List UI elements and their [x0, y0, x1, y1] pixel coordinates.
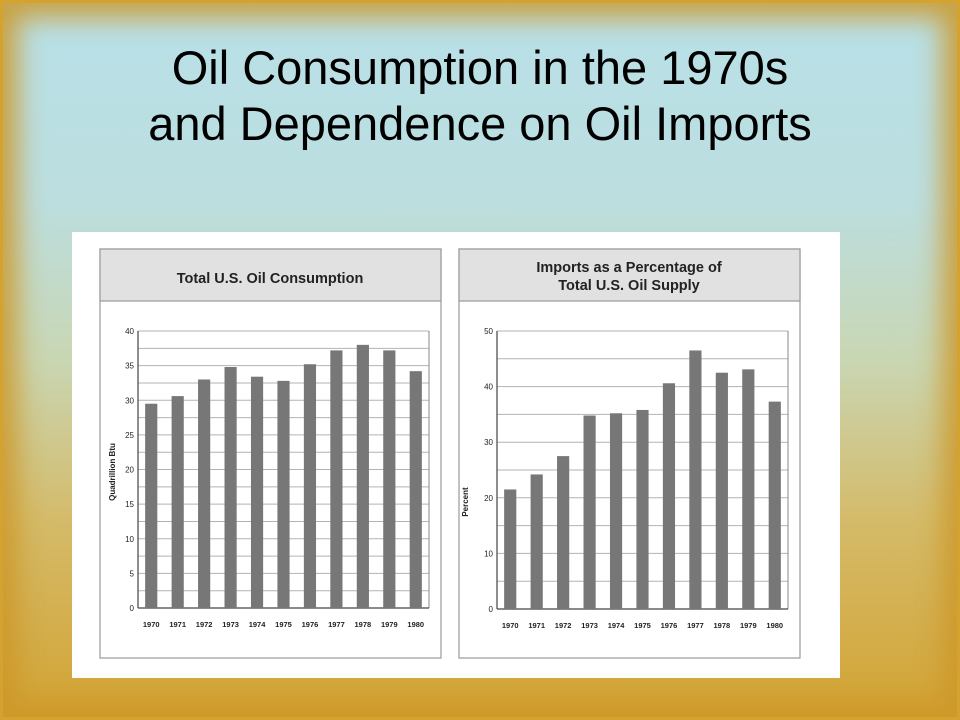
y-tick-label-consumption: 10 [125, 535, 134, 544]
y-tick-label-consumption: 15 [125, 500, 134, 509]
x-tick-label-consumption: 1976 [302, 620, 319, 629]
x-tick-label-imports: 1970 [502, 621, 519, 630]
bar-imports-1979 [742, 369, 755, 609]
y-tick-label-imports: 40 [484, 383, 493, 392]
chart-title-consumption: Total U.S. Oil Consumption [177, 271, 364, 287]
bar-imports-1974 [609, 413, 623, 609]
bar-imports-1973 [583, 415, 596, 609]
panel-header-imports [458, 248, 801, 302]
bar-imports-1972 [557, 456, 570, 609]
x-tick-label-consumption: 1980 [407, 620, 424, 629]
chart-figure: Total U.S. Oil Consumption Quadrillion B… [72, 232, 840, 678]
x-tick-label-imports: 1979 [740, 621, 757, 630]
plot-area-imports: 0 10 20 30 40 50 1970 1971 1972 1973 1974 1975 1976 1… [484, 327, 789, 630]
charts-svg: Total U.S. Oil Consumption Quadrillion B… [99, 248, 801, 659]
panel-header-consumption [99, 248, 442, 302]
y-axis-label-consumption: Quadrillion Btu [108, 443, 117, 501]
bar-consumption-1973 [224, 367, 237, 608]
slide-title-line-1: Oil Consumption in the 1970s [171, 41, 789, 94]
x-tick-label-imports: 1976 [661, 621, 678, 630]
y-tick-label-consumption: 20 [125, 466, 134, 475]
slide-title-line-2: and Dependence on Oil Imports [148, 97, 812, 150]
bar-consumption-1971 [171, 396, 184, 608]
x-tick-label-consumption: 1979 [381, 620, 398, 629]
y-tick-label-imports: 20 [484, 494, 493, 503]
bar-consumption-1976 [303, 364, 317, 608]
y-tick-label-consumption: 25 [125, 431, 134, 440]
x-tick-label-consumption: 1974 [249, 620, 267, 629]
y-tick-label-consumption: 5 [130, 569, 135, 578]
bar-consumption-1978 [356, 344, 369, 608]
y-tick-label-consumption: 0 [130, 604, 135, 613]
bar-consumption-1980 [409, 371, 422, 608]
y-tick-label-consumption: 35 [125, 362, 134, 371]
y-tick-label-consumption: 40 [125, 327, 134, 336]
plot-area-consumption: 0 5 10 15 20 25 30 35 40 1970 1971 1972 1973 1974 1975… [125, 327, 430, 629]
bar-consumption-1979 [383, 350, 396, 608]
x-tick-label-consumption: 1973 [222, 620, 239, 629]
y-tick-label-imports: 0 [489, 605, 494, 614]
x-tick-label-imports: 1977 [687, 621, 704, 630]
bar-consumption-1970 [145, 403, 158, 608]
x-tick-label-consumption: 1971 [169, 620, 186, 629]
x-tick-label-imports: 1971 [528, 621, 545, 630]
x-tick-label-imports: 1974 [608, 621, 626, 630]
bar-imports-1977 [689, 350, 702, 609]
chart-consumption: Total U.S. Oil Consumption Quadrillion B… [99, 248, 442, 659]
x-tick-label-imports: 1975 [634, 621, 651, 630]
chart-title-imports-line-1: Imports as a Percentage of [536, 260, 722, 276]
x-tick-label-imports: 1972 [555, 621, 572, 630]
bar-imports-1975 [636, 409, 649, 609]
bar-consumption-1975 [277, 380, 290, 608]
bar-imports-1976 [662, 383, 676, 609]
x-tick-label-consumption: 1970 [143, 620, 160, 629]
bar-imports-1980 [768, 401, 781, 609]
y-tick-label-imports: 30 [484, 438, 493, 447]
bar-imports-1971 [530, 474, 543, 609]
x-tick-label-imports: 1978 [714, 621, 731, 630]
bar-consumption-1977 [330, 350, 343, 608]
slide-title: Oil Consumption in the 1970s and Depende… [0, 40, 960, 152]
x-tick-label-consumption: 1978 [355, 620, 372, 629]
bar-imports-1978 [715, 372, 728, 609]
bar-consumption-1974 [250, 376, 264, 608]
chart-imports: Imports as a Percentage of Total U.S. Oi… [458, 248, 801, 659]
bar-imports-1970 [504, 489, 517, 609]
x-tick-label-consumption: 1977 [328, 620, 345, 629]
chart-title-imports-line-2: Total U.S. Oil Supply [558, 278, 700, 294]
x-tick-label-consumption: 1975 [275, 620, 292, 629]
y-axis-label-imports: Percent [461, 487, 470, 517]
y-tick-label-imports: 10 [484, 549, 493, 558]
bar-consumption-1972 [198, 379, 211, 608]
x-tick-label-consumption: 1972 [196, 620, 213, 629]
x-tick-label-imports: 1980 [766, 621, 783, 630]
y-tick-label-imports: 50 [484, 327, 493, 336]
y-tick-label-consumption: 30 [125, 396, 134, 405]
x-tick-label-imports: 1973 [581, 621, 598, 630]
